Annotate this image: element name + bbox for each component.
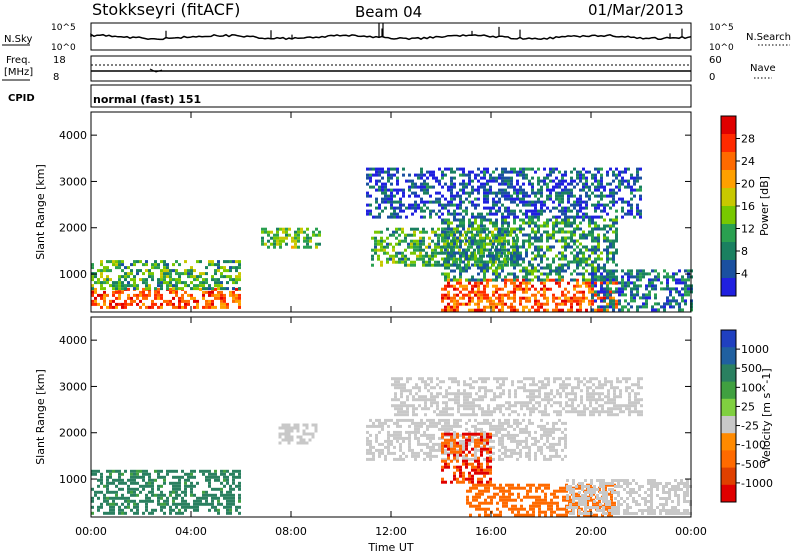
power-colorbar-cell	[721, 260, 736, 279]
power-colorbar-cell	[721, 152, 736, 171]
velocity-marks	[91, 377, 692, 517]
power-ylabel: Slant Range [km]	[34, 164, 47, 260]
date-title: 01/Mar/2013	[588, 1, 684, 19]
power-colorbar-cell	[721, 134, 736, 153]
nsearch-label: N.Search	[746, 32, 791, 43]
power-yticks: 1000 2000 3000 4000	[59, 129, 691, 281]
xtick-label: 00:00	[675, 525, 707, 538]
noise-sky-trace	[90, 33, 692, 41]
freq-unit-label: [MHz]	[4, 67, 33, 78]
velocity-yticks: 1000 2000 3000 4000	[59, 334, 691, 486]
power-colorbar-tick-label: 28	[741, 133, 755, 146]
velocity-colorbar-cell	[721, 484, 736, 503]
nsky-label: N.Sky	[4, 34, 32, 45]
ytick-label: 3000	[59, 175, 87, 188]
power-colorbar-cell	[721, 170, 736, 189]
power-panel: 1000 2000 3000 4000 Slant Range [km]	[34, 111, 693, 313]
velocity-colorbar-tick-label: 25	[741, 400, 755, 413]
power-colorbar-cell	[721, 242, 736, 261]
velocity-colorbar-cell	[721, 416, 736, 434]
noise-search-spikes	[165, 23, 683, 39]
station-title: Stokkseyri (fitACF)	[92, 0, 240, 19]
power-region-6	[591, 269, 693, 312]
velocity-colorbar-tick-label: 500	[741, 362, 762, 375]
ytick-label: 3000	[59, 380, 87, 393]
nave-tick-top: 60	[709, 55, 722, 66]
power-marks	[91, 167, 693, 312]
velocity-colorbar-tick-label: 100	[741, 381, 762, 394]
x-axis-label: Time UT	[367, 541, 413, 554]
velocity-colorbar-cell	[721, 347, 736, 365]
power-region-2	[261, 227, 321, 249]
freq-tick-top: 18	[53, 55, 66, 66]
xtick-label: 12:00	[375, 525, 407, 538]
beam-title: Beam 04	[355, 3, 422, 21]
ytick-label: 1000	[59, 473, 87, 486]
power-colorbar-tick-label: 4	[741, 268, 748, 281]
noise-tick-right-top: 10^5	[709, 23, 734, 33]
power-colorbar-tick-label: 20	[741, 178, 755, 191]
freq-label: Freq.	[6, 55, 31, 66]
velocity-colorbar-tick-label: 1000	[741, 343, 769, 356]
power-colorbar-tick-label: 12	[741, 223, 755, 236]
noise-tick-right-bottom: 10^0	[709, 43, 734, 53]
power-colorbar: 28 24 20 16 12 8 4 Power [dB]	[720, 115, 771, 297]
ytick-label: 4000	[59, 334, 87, 347]
noise-tick-left-bottom: 10^0	[51, 43, 76, 53]
x-axis: 00:00 04:00 08:00 12:00 16:00 20:00 00:00	[75, 112, 707, 538]
velocity-colorbar-cell	[721, 467, 736, 486]
power-colorbar-cell	[721, 116, 736, 135]
nave-tick-bottom: 0	[709, 72, 715, 83]
velocity-colorbar-cell	[721, 433, 736, 451]
velocity-region-2	[366, 418, 567, 461]
power-region-5	[441, 218, 618, 282]
freq-tick-bottom: 8	[53, 72, 59, 83]
cpid-label: CPID	[8, 93, 35, 104]
velocity-colorbar-tick-label: -25	[741, 420, 759, 433]
ytick-label: 4000	[59, 129, 87, 142]
power-colorbar-cell	[721, 188, 736, 207]
velocity-colorbar-cell	[721, 381, 736, 400]
velocity-panel: 1000 2000 3000 4000 Slant Range [km]	[34, 316, 692, 518]
power-colorbar-cell	[721, 278, 736, 297]
velocity-region-4	[441, 432, 492, 484]
xtick-label: 04:00	[175, 525, 207, 538]
velocity-region-1	[278, 423, 318, 445]
power-colorbar-label: Power [dB]	[758, 176, 771, 236]
velocity-colorbar-cell	[721, 450, 736, 469]
ytick-label: 2000	[59, 222, 87, 235]
velocity-colorbar-cell	[721, 398, 736, 417]
xtick-label: 20:00	[575, 525, 607, 538]
velocity-colorbar-cell	[721, 330, 736, 348]
cpid-value: normal (fast) 151	[93, 93, 201, 106]
ytick-label: 2000	[59, 427, 87, 440]
velocity-region-5	[566, 479, 692, 515]
velocity-ylabel: Slant Range [km]	[34, 369, 47, 465]
power-colorbar-tick-label: 8	[741, 245, 748, 258]
noise-tick-left-top: 10^5	[51, 23, 76, 33]
power-colorbar-tick-label: 24	[741, 155, 755, 168]
power-colorbar-cell	[721, 224, 736, 243]
velocity-region-0	[91, 469, 241, 515]
nave-label: Nave	[750, 63, 776, 74]
velocity-colorbar-label: Velocity [m s^-1]	[760, 368, 773, 463]
velocity-colorbar-tick-label: -500	[741, 458, 766, 471]
velocity-colorbar: 1000 500 100 25 -25 -100 -500 -1000 Velocity [m…	[720, 329, 773, 503]
velocity-colorbar-cell	[721, 364, 736, 383]
velocity-colorbar-tick-label: -1000	[741, 477, 773, 490]
xtick-label: 16:00	[475, 525, 507, 538]
velocity-region-6	[391, 377, 643, 417]
power-colorbar-tick-label: 16	[741, 200, 755, 213]
xtick-label: 00:00	[75, 525, 107, 538]
xtick-label: 08:00	[275, 525, 307, 538]
ytick-label: 1000	[59, 268, 87, 281]
power-region-1	[91, 260, 241, 291]
power-region-7	[366, 167, 642, 219]
velocity-colorbar-tick-label: -100	[741, 439, 766, 452]
cpid-row: CPID normal (fast) 151	[8, 84, 692, 108]
noise-panel: N.Sky 10^5 10^0 10^5 10^0 N.Search	[2, 22, 791, 53]
freq-nave-panel: Freq. [MHz] 18 8 60 0 Nave	[2, 55, 776, 83]
power-colorbar-cell	[721, 206, 736, 225]
